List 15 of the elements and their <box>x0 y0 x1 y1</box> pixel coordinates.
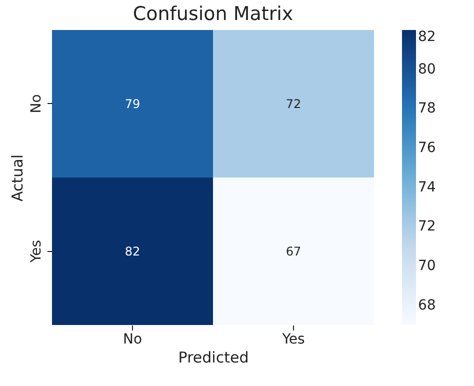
data-label: 82 <box>124 244 140 258</box>
color-bar-label: 78 <box>418 100 436 117</box>
color-bar-label: 72 <box>418 218 436 235</box>
color-bar-label: 80 <box>418 61 436 78</box>
data-label: 72 <box>286 96 302 111</box>
color-bar-label: 74 <box>418 179 436 196</box>
color-bar-label: 68 <box>418 297 436 314</box>
chart-title: Confusion Matrix <box>132 3 294 25</box>
x-axis-title: Predicted <box>178 348 249 366</box>
y-axis-title: Actual <box>8 154 26 202</box>
color-bar-label: 82 <box>418 29 436 45</box>
color-bar-label: 76 <box>418 140 436 156</box>
color-bar-label: 70 <box>418 258 436 274</box>
data-label: 67 <box>286 244 302 258</box>
data-label: 79 <box>124 96 140 111</box>
